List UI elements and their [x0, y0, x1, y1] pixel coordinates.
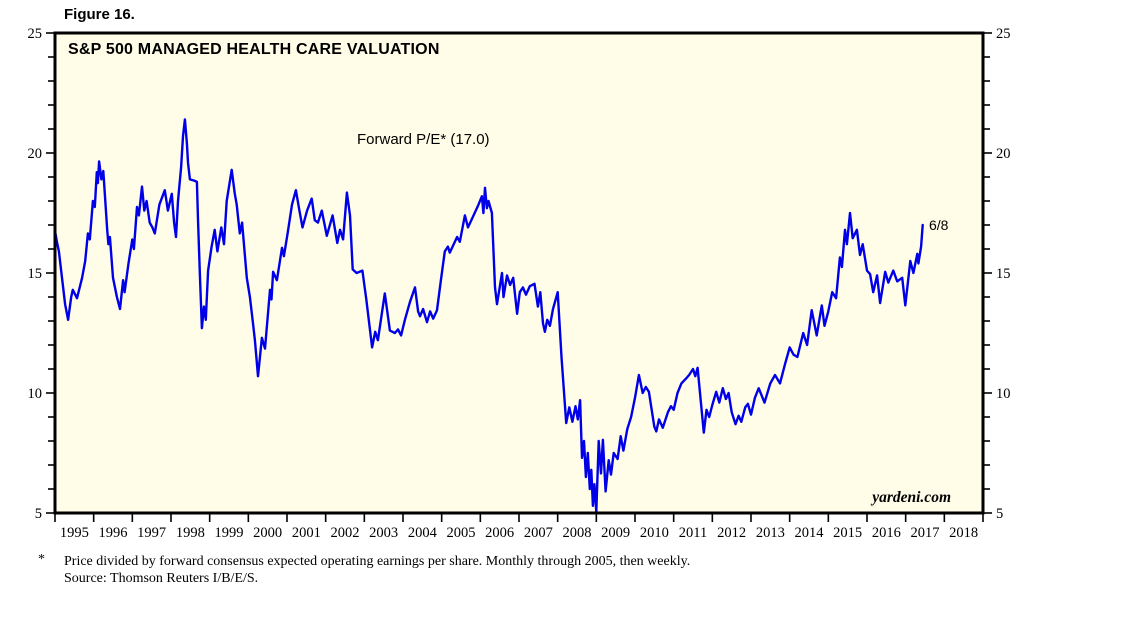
x-axis-year-label: 2018 [949, 525, 978, 541]
y-axis-label-left: 15 [28, 266, 43, 282]
x-axis-year-label: 2001 [292, 525, 321, 541]
footnote-asterisk: * [38, 552, 45, 567]
x-axis-year-label: 2017 [911, 525, 940, 541]
x-axis-year-label: 1998 [176, 525, 205, 541]
x-axis-year-label: 2015 [833, 525, 862, 541]
x-axis-year-label: 2003 [369, 525, 398, 541]
figure-label: Figure 16. [64, 6, 135, 23]
x-axis-year-label: 2009 [601, 525, 630, 541]
x-axis-year-label: 2004 [408, 525, 438, 541]
y-axis-label-left: 5 [35, 506, 42, 522]
x-axis-year-label: 2011 [679, 525, 707, 541]
x-axis-year-label: 2012 [717, 525, 746, 541]
x-axis-year-label: 1996 [99, 525, 128, 541]
y-axis-label-right: 10 [996, 386, 1011, 402]
y-axis-label-right: 20 [996, 146, 1011, 162]
x-axis-year-label: 1995 [60, 525, 89, 541]
x-axis-year-label: 2014 [795, 525, 825, 541]
series-layer [53, 118, 924, 513]
forward-pe-line [53, 118, 924, 513]
x-axis-year-label: 1999 [215, 525, 244, 541]
chart-title: S&P 500 MANAGED HEALTH CARE VALUATION [68, 41, 440, 58]
source-text: Source: Thomson Reuters I/B/E/S. [64, 571, 259, 587]
series-annotation: Forward P/E* (17.0) [357, 131, 490, 148]
x-axis-year-label: 2008 [563, 525, 592, 541]
endpoint-date-label: 6/8 [929, 217, 949, 233]
x-axis-year-label: 2016 [872, 525, 901, 541]
x-axis-year-label: 1997 [137, 525, 166, 541]
y-axis-label-left: 10 [28, 386, 43, 402]
x-axis-year-label: 2005 [447, 525, 476, 541]
footnote-block: * Price divided by forward consensus exp… [38, 552, 1078, 587]
footnote-text: Price divided by forward consensus expec… [64, 554, 691, 569]
y-axis-label-left: 25 [28, 26, 43, 42]
plot-border [53, 31, 985, 515]
plot-area [55, 33, 983, 513]
x-axis-year-label: 2013 [756, 525, 785, 541]
x-axis-year-label: 2000 [253, 525, 282, 541]
y-axis-label-right: 15 [996, 266, 1011, 282]
x-axis-year-label: 2007 [524, 525, 553, 541]
x-axis-year-label: 2006 [485, 525, 514, 541]
y-axis-label-right: 5 [996, 506, 1003, 522]
watermark-yardeni: yardeni.com [870, 489, 951, 506]
x-axis-year-label: 2002 [331, 525, 360, 541]
y-axis-label-right: 25 [996, 26, 1011, 42]
y-axis-label-left: 20 [28, 146, 43, 162]
x-axis-year-label: 2010 [640, 525, 669, 541]
